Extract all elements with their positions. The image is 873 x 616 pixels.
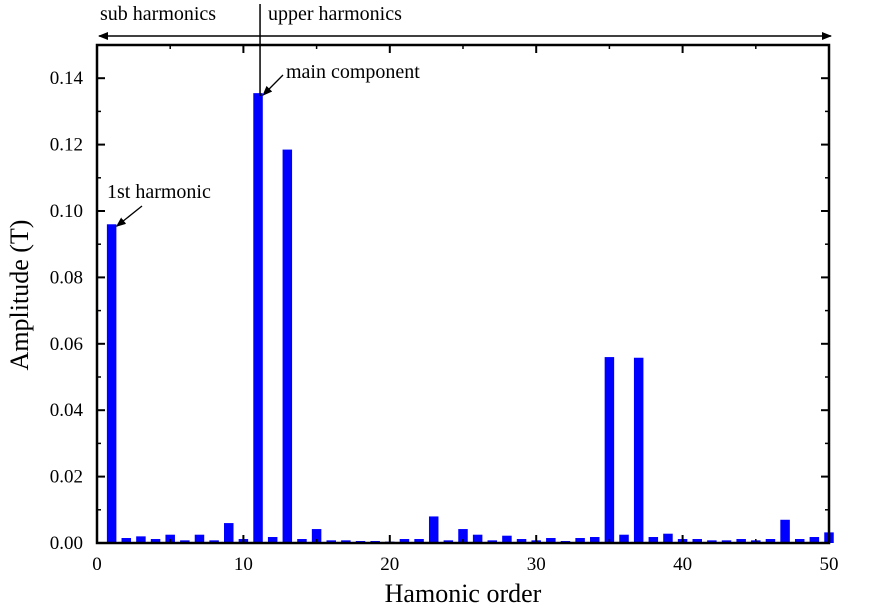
- bar-h15: [311, 529, 322, 543]
- bar-h38: [648, 537, 659, 543]
- bar-h16: [326, 540, 336, 543]
- bar-h43: [721, 540, 732, 543]
- y-tick-label: 0.10: [50, 201, 83, 222]
- x-tick-label: 0: [92, 554, 102, 575]
- bar-h14: [297, 539, 307, 543]
- first-harmonic-pointer: [115, 205, 143, 227]
- x-tick-label: 20: [380, 554, 399, 575]
- bar-h24: [443, 540, 454, 543]
- bar-h49: [809, 537, 820, 543]
- bar-h23: [428, 516, 439, 543]
- y-tick-label: 0.12: [50, 135, 83, 156]
- x-tick-label: 10: [234, 554, 253, 575]
- upper-harmonics-label: upper harmonics: [268, 3, 402, 25]
- bar-h12: [267, 537, 278, 543]
- bar-h26: [472, 534, 483, 543]
- plot-frame: [95, 43, 831, 545]
- bar-h33: [575, 538, 585, 543]
- bar-h22: [414, 539, 424, 543]
- y-tick-label: 0.08: [50, 267, 83, 288]
- bar-h3: [136, 536, 146, 543]
- bar-h29: [516, 539, 527, 543]
- x-axis-title: Hamonic order: [385, 579, 542, 608]
- axes-layer: 0 10 20 30 40 50 0.00 0.02 0.04 0.06 0.08 0.10 0.12 0…: [50, 43, 839, 575]
- bar-h42: [707, 540, 717, 543]
- bar-h41: [692, 539, 702, 543]
- bar-h7: [194, 534, 205, 543]
- bar-h27: [487, 540, 498, 543]
- x-tick-label: 30: [527, 554, 546, 575]
- bar-h5: [165, 534, 175, 543]
- bar-h21: [399, 539, 410, 543]
- y-tick-label: 0.06: [50, 334, 83, 355]
- bar-h31: [546, 538, 556, 543]
- x-tick-label: 50: [820, 554, 839, 575]
- first-harmonic-label: 1st harmonic: [107, 181, 211, 203]
- y-tick-label: 0.14: [50, 68, 84, 89]
- bar-h48: [794, 539, 805, 543]
- bar-h39: [663, 533, 673, 543]
- bar-h1: [106, 224, 117, 543]
- bar-h6: [180, 540, 190, 543]
- bar-h2: [121, 538, 132, 543]
- y-axis-title: Amplitude (T): [5, 220, 34, 371]
- bar-h35: [604, 357, 615, 543]
- annotations-layer: 1st harmonic main component: [98, 4, 832, 227]
- bar-h4: [150, 539, 161, 543]
- bar-h44: [736, 539, 746, 543]
- bar-h11: [253, 93, 263, 543]
- main-component-pointer: [262, 74, 284, 96]
- bar-h34: [590, 537, 600, 543]
- bar-h37: [633, 357, 644, 543]
- bar-h8: [209, 540, 219, 543]
- bar-h36: [619, 534, 629, 543]
- y-tick-label: 0.02: [50, 467, 83, 488]
- bar-h13: [282, 149, 293, 543]
- sub-harmonics-label: sub harmonics: [100, 3, 216, 25]
- bar-h46: [765, 539, 776, 543]
- bar-h47: [780, 519, 790, 543]
- main-component-label: main component: [286, 61, 420, 83]
- bar-h9: [224, 523, 234, 543]
- y-tick-label: 0.00: [50, 533, 83, 554]
- bars-layer: [106, 93, 834, 543]
- bar-h28: [502, 535, 512, 543]
- bar-h17: [341, 540, 351, 543]
- bar-h25: [458, 529, 468, 543]
- x-tick-label: 40: [673, 554, 692, 575]
- y-tick-label: 0.04: [50, 400, 84, 421]
